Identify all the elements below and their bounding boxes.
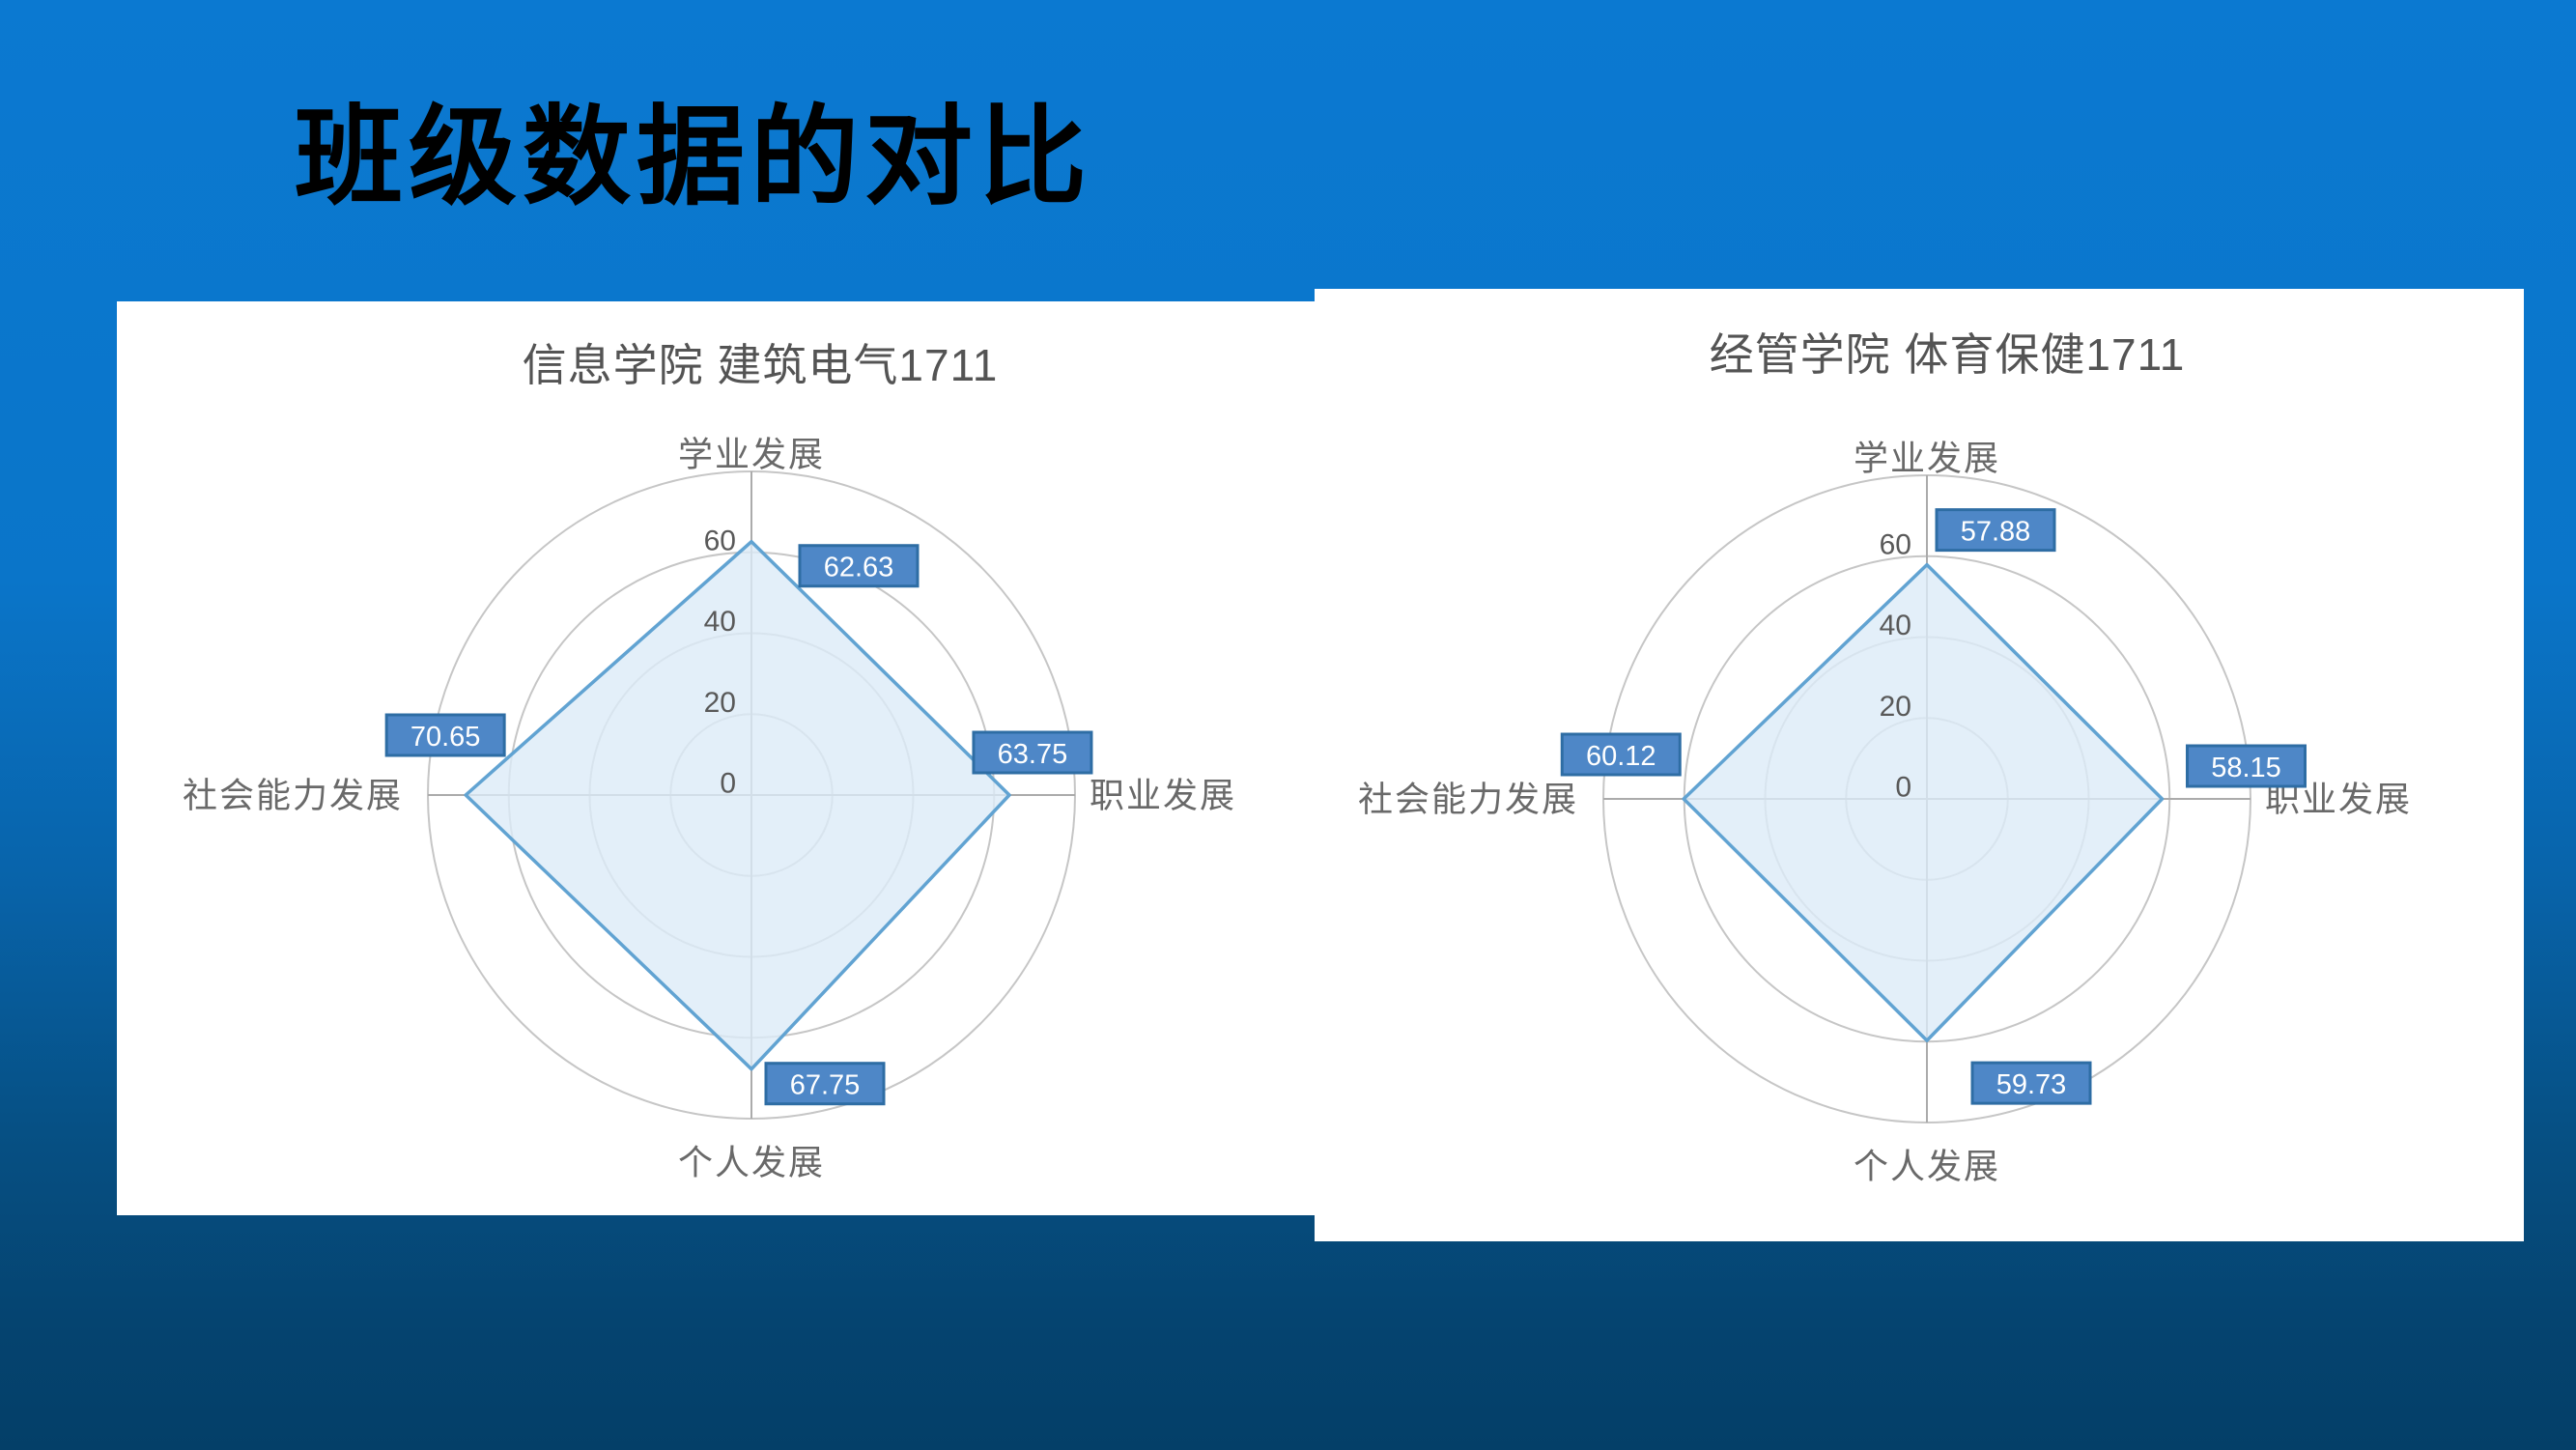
radar-area bbox=[464, 539, 1011, 1071]
radar-area bbox=[1682, 562, 2165, 1042]
data-label-box bbox=[1935, 508, 2056, 553]
tick-label: 40 bbox=[1880, 610, 1911, 641]
chart-panel-left: 信息学院 建筑电气1711 0 20 40 60 学业发展职业发展个人发展 社会能力发展 6… bbox=[117, 301, 1315, 1215]
data-label-box bbox=[384, 713, 506, 757]
chart-title-left: 信息学院 建筑电气1711 bbox=[522, 340, 999, 390]
tick-label: 40 bbox=[704, 606, 736, 638]
data-label-text: 60.12 bbox=[1586, 741, 1656, 772]
slide-title: 班级数据的对比 bbox=[295, 97, 1092, 217]
category-label: 职业发展 bbox=[1090, 776, 1236, 815]
data-label-box bbox=[798, 544, 920, 588]
tick-label: 20 bbox=[704, 687, 736, 719]
data-label-text: 70.65 bbox=[410, 722, 481, 753]
chart-title-right: 经管学院 体育保健1711 bbox=[1709, 329, 2186, 380]
tick-label: 60 bbox=[704, 525, 736, 556]
data-label-box bbox=[2186, 744, 2307, 788]
data-label-box bbox=[1560, 732, 1682, 777]
category-label: 社会能力发展 bbox=[183, 776, 403, 815]
tick-label: 0 bbox=[720, 768, 736, 800]
tick-label: 60 bbox=[1880, 528, 1911, 560]
data-label-box bbox=[764, 1062, 886, 1106]
category-label: 学业发展 bbox=[678, 435, 825, 474]
data-label-text: 67.75 bbox=[790, 1070, 861, 1101]
data-label-text: 58.15 bbox=[2211, 753, 2281, 783]
data-label-box bbox=[1970, 1061, 2092, 1105]
data-label-text: 62.63 bbox=[824, 553, 894, 583]
data-label-text: 63.75 bbox=[998, 739, 1068, 770]
tick-label: 20 bbox=[1880, 691, 1911, 723]
category-label: 个人发展 bbox=[678, 1143, 825, 1182]
category-label: 社会能力发展 bbox=[1358, 780, 1578, 819]
category-label: 个人发展 bbox=[1854, 1147, 2000, 1186]
radar-chart-right: 0204060学业发展职业发展个人发展社会能力发展57.8858.1559.73… bbox=[1358, 439, 2410, 1186]
category-label: 学业发展 bbox=[1854, 439, 2000, 478]
tick-label: 0 bbox=[1895, 772, 1911, 804]
data-label-text: 57.88 bbox=[1961, 517, 2031, 548]
data-label-text: 59.73 bbox=[1996, 1069, 2067, 1100]
data-label-box bbox=[972, 730, 1093, 775]
chart-panel-right: 经管学院 体育保健1711 0 20 40 60 学业发展 职业发展 个人发展 社会能力发展 5… bbox=[1315, 289, 2524, 1241]
